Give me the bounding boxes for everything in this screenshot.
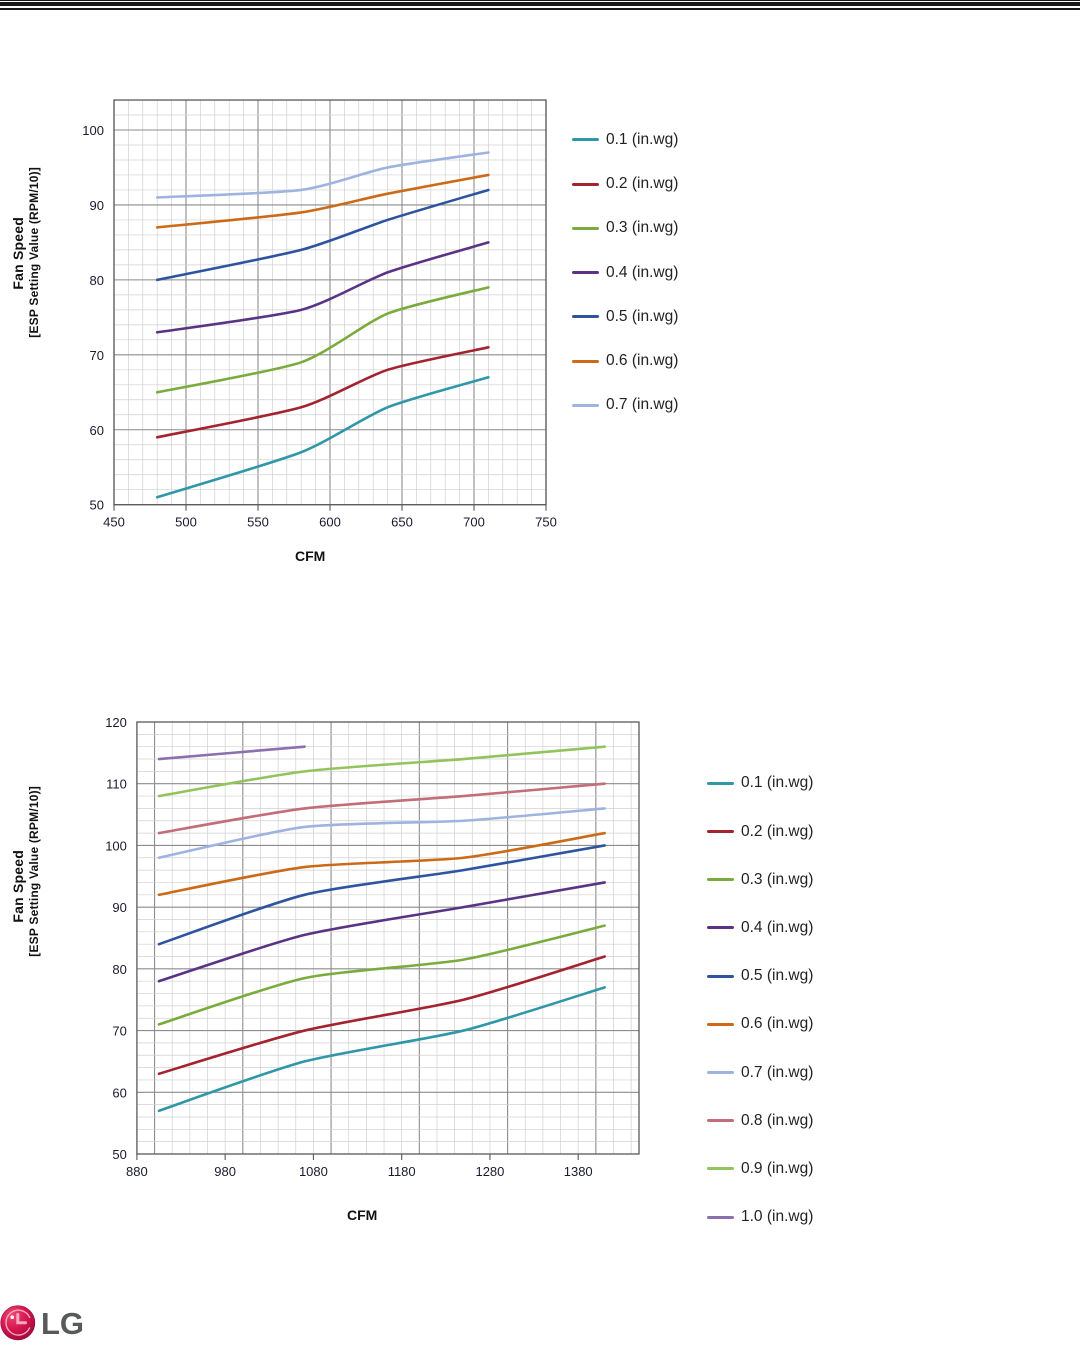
svg-text:700: 700 — [463, 515, 485, 530]
svg-text:60: 60 — [112, 1085, 126, 1100]
svg-text:880: 880 — [126, 1164, 148, 1179]
svg-text:1380: 1380 — [564, 1164, 593, 1179]
svg-text:100: 100 — [82, 123, 104, 138]
svg-text:80: 80 — [112, 962, 126, 977]
svg-text:550: 550 — [247, 515, 269, 530]
svg-text:1280: 1280 — [475, 1164, 504, 1179]
svg-text:120: 120 — [105, 715, 127, 730]
svg-text:500: 500 — [175, 515, 197, 530]
svg-text:980: 980 — [214, 1164, 236, 1179]
svg-text:100: 100 — [105, 838, 127, 853]
svg-text:650: 650 — [391, 515, 413, 530]
svg-text:70: 70 — [112, 1024, 126, 1039]
svg-text:600: 600 — [319, 515, 341, 530]
svg-text:80: 80 — [90, 273, 104, 288]
svg-text:110: 110 — [106, 777, 127, 792]
svg-text:50: 50 — [112, 1147, 126, 1162]
svg-text:90: 90 — [90, 198, 104, 213]
svg-text:LG: LG — [41, 1306, 84, 1341]
svg-text:450: 450 — [103, 515, 125, 530]
svg-text:1080: 1080 — [299, 1164, 328, 1179]
svg-text:90: 90 — [112, 900, 126, 915]
svg-text:70: 70 — [90, 348, 104, 363]
svg-text:1180: 1180 — [388, 1164, 416, 1179]
svg-text:50: 50 — [90, 498, 104, 513]
svg-text:750: 750 — [535, 515, 557, 530]
svg-text:60: 60 — [90, 423, 104, 438]
